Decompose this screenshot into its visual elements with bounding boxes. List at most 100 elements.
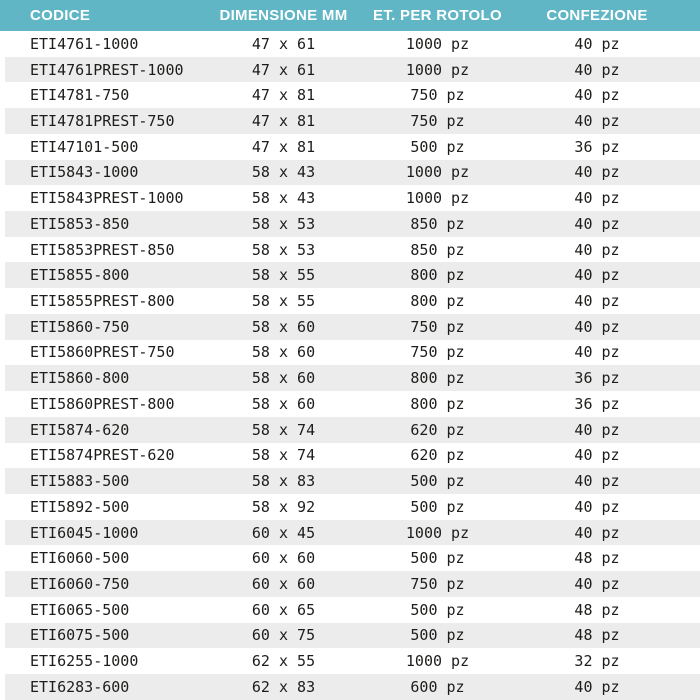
cell-et-per-rotolo: 500 pz xyxy=(410,497,465,516)
cell-et-per-rotolo: 800 pz xyxy=(410,292,465,311)
table-row: ETI4761-1000 47 x 61 1000 pz 40 pz xyxy=(0,31,700,57)
cell-codice: ETI5843PREST-1000 xyxy=(30,189,184,208)
table-row: ETI5874PREST-620 58 x 74 620 pz 40 pz xyxy=(0,443,700,469)
cell-dimensione: 58 x 60 xyxy=(251,369,316,388)
table-row: ETI5860-800 58 x 60 800 pz 36 pz xyxy=(0,365,700,391)
cell-codice: ETI5860PREST-800 xyxy=(30,394,175,413)
cell-codice: ETI4781-750 xyxy=(30,86,130,105)
cell-confezione: 40 pz xyxy=(574,163,620,182)
cell-codice: ETI5855-800 xyxy=(30,266,130,285)
cell-confezione: 32 pz xyxy=(574,652,620,671)
cell-dimensione: 58 x 53 xyxy=(251,240,316,259)
cell-et-per-rotolo: 600 pz xyxy=(410,677,465,696)
cell-dimensione: 47 x 61 xyxy=(251,34,316,53)
table-row: ETI6045-1000 60 x 45 1000 pz 40 pz xyxy=(0,519,700,546)
header-cell-codice: CODICE xyxy=(30,7,91,24)
table-row: ETI5860PREST-750 58 x 60 750 pz 40 pz xyxy=(0,340,700,366)
table-row: ETI6255-1000 62 x 55 1000 pz 32 pz xyxy=(0,648,700,674)
table-row: ETI6075-500 60 x 75 500 pz 48 pz xyxy=(0,622,700,649)
cell-confezione: 48 pz xyxy=(574,549,620,568)
cell-confezione: 40 pz xyxy=(574,292,620,311)
cell-et-per-rotolo: 800 pz xyxy=(410,369,465,388)
table-row: ETI5853-850 58 x 53 850 pz 40 pz xyxy=(0,211,700,237)
table-row: ETI5860-750 58 x 60 750 pz 40 pz xyxy=(0,313,700,340)
table-row: ETI6065-500 60 x 65 500 pz 48 pz xyxy=(0,597,700,623)
cell-codice: ETI6065-500 xyxy=(30,600,130,619)
cell-dimensione: 62 x 83 xyxy=(251,677,316,696)
cell-et-per-rotolo: 800 pz xyxy=(410,266,465,285)
cell-dimensione: 58 x 53 xyxy=(251,214,316,233)
cell-et-per-rotolo: 500 pz xyxy=(410,472,465,491)
cell-confezione: 40 pz xyxy=(574,523,620,542)
table-header: CODICE DIMENSIONE MM ET. PER ROTOLO CONF… xyxy=(0,0,700,31)
cell-confezione: 40 pz xyxy=(574,214,620,233)
cell-dimensione: 60 x 75 xyxy=(251,626,316,645)
table-row: ETI5874-620 58 x 74 620 pz 40 pz xyxy=(0,416,700,443)
table-row: ETI5855-800 58 x 55 800 pz 40 pz xyxy=(0,262,700,288)
cell-confezione: 40 pz xyxy=(574,497,620,516)
cell-dimensione: 58 x 60 xyxy=(251,394,316,413)
cell-codice: ETI5874-620 xyxy=(30,420,130,439)
cell-confezione: 40 pz xyxy=(574,266,620,285)
cell-codice: ETI4761PREST-1000 xyxy=(30,60,184,79)
cell-confezione: 48 pz xyxy=(574,626,620,645)
cell-codice: ETI5860-750 xyxy=(30,317,130,336)
cell-et-per-rotolo: 750 pz xyxy=(410,112,465,131)
table-row: ETI4781-750 47 x 81 750 pz 40 pz xyxy=(0,82,700,108)
cell-codice: ETI5892-500 xyxy=(30,497,130,516)
cell-confezione: 48 pz xyxy=(574,600,620,619)
header-cell-confezione: CONFEZIONE xyxy=(546,7,648,24)
cell-et-per-rotolo: 750 pz xyxy=(410,86,465,105)
cell-et-per-rotolo: 1000 pz xyxy=(405,652,470,671)
cell-codice: ETI5883-500 xyxy=(30,472,130,491)
cell-et-per-rotolo: 500 pz xyxy=(410,137,465,156)
cell-et-per-rotolo: 1000 pz xyxy=(405,163,470,182)
cell-codice: ETI5860-800 xyxy=(30,369,130,388)
cell-confezione: 40 pz xyxy=(574,317,620,336)
cell-dimensione: 60 x 60 xyxy=(251,549,316,568)
cell-confezione: 40 pz xyxy=(574,677,620,696)
cell-dimensione: 58 x 74 xyxy=(251,420,316,439)
cell-codice: ETI5855PREST-800 xyxy=(30,292,175,311)
cell-et-per-rotolo: 1000 pz xyxy=(405,34,470,53)
cell-dimensione: 58 x 60 xyxy=(251,317,316,336)
header-cell-et-per-rotolo: ET. PER ROTOLO xyxy=(373,7,502,24)
table-row: ETI5892-500 58 x 92 500 pz 40 pz xyxy=(0,494,700,520)
table-row: ETI4781PREST-750 47 x 81 750 pz 40 pz xyxy=(0,108,700,134)
table-row: ETI5883-500 58 x 83 500 pz 40 pz xyxy=(0,468,700,494)
cell-dimensione: 58 x 43 xyxy=(251,163,316,182)
cell-codice: ETI4781PREST-750 xyxy=(30,112,175,131)
cell-et-per-rotolo: 620 pz xyxy=(410,420,465,439)
cell-et-per-rotolo: 850 pz xyxy=(410,240,465,259)
cell-dimensione: 62 x 55 xyxy=(251,652,316,671)
cell-dimensione: 60 x 45 xyxy=(251,523,316,542)
cell-et-per-rotolo: 1000 pz xyxy=(405,60,470,79)
cell-confezione: 40 pz xyxy=(574,189,620,208)
cell-codice: ETI6060-750 xyxy=(30,574,130,593)
table-row: ETI6060-500 60 x 60 500 pz 48 pz xyxy=(0,545,700,571)
cell-confezione: 40 pz xyxy=(574,60,620,79)
cell-et-per-rotolo: 800 pz xyxy=(410,394,465,413)
table-row: ETI5843-1000 58 x 43 1000 pz 40 pz xyxy=(0,159,700,186)
table-body: ETI4761-1000 47 x 61 1000 pz 40 pz ETI4761PR… xyxy=(0,31,700,700)
cell-dimensione: 47 x 81 xyxy=(251,86,316,105)
cell-confezione: 40 pz xyxy=(574,472,620,491)
cell-codice: ETI47101-500 xyxy=(30,137,139,156)
cell-confezione: 40 pz xyxy=(574,112,620,131)
cell-et-per-rotolo: 1000 pz xyxy=(405,189,470,208)
cell-et-per-rotolo: 750 pz xyxy=(410,574,465,593)
cell-et-per-rotolo: 750 pz xyxy=(410,343,465,362)
table-row: ETI5853PREST-850 58 x 53 850 pz 40 pz xyxy=(0,237,700,263)
cell-codice: ETI5853PREST-850 xyxy=(30,240,175,259)
cell-confezione: 40 pz xyxy=(574,240,620,259)
cell-codice: ETI5874PREST-620 xyxy=(30,446,175,465)
cell-dimensione: 60 x 60 xyxy=(251,574,316,593)
cell-confezione: 36 pz xyxy=(574,394,620,413)
cell-dimensione: 58 x 60 xyxy=(251,343,316,362)
cell-dimensione: 60 x 65 xyxy=(251,600,316,619)
cell-codice: ETI5843-1000 xyxy=(30,163,139,182)
cell-dimensione: 58 x 74 xyxy=(251,446,316,465)
table-row: ETI6060-750 60 x 60 750 pz 40 pz xyxy=(0,571,700,597)
cell-confezione: 40 pz xyxy=(574,343,620,362)
cell-confezione: 40 pz xyxy=(574,420,620,439)
